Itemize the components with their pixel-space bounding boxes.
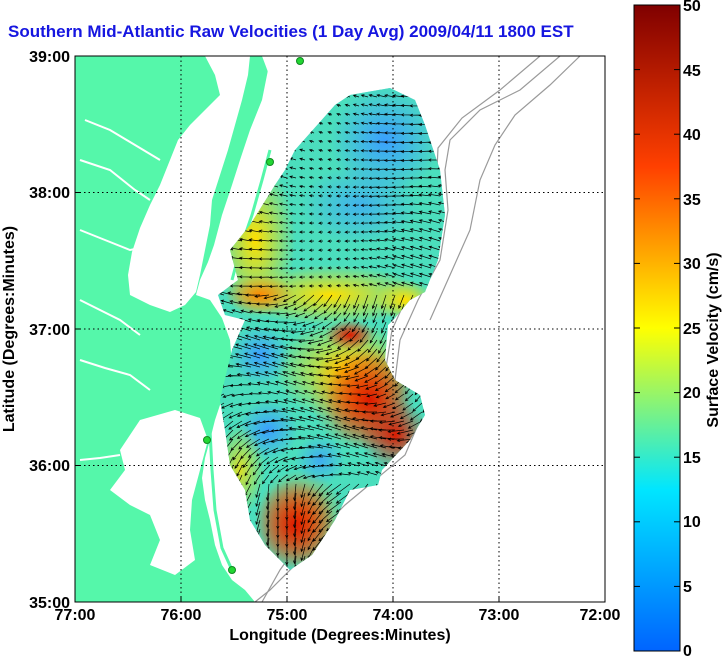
station-marker bbox=[296, 57, 304, 65]
x-tick-label: 76:00 bbox=[161, 607, 202, 624]
chesapeake-bay bbox=[128, 56, 250, 312]
x-tick-label: 72:00 bbox=[580, 607, 621, 624]
colorbar-tick-label: 45 bbox=[683, 63, 701, 80]
grid-lines bbox=[75, 56, 605, 602]
y-tick-label: 36:00 bbox=[29, 458, 70, 475]
colorbar-tick-label: 20 bbox=[683, 385, 701, 402]
colorbar-tick-label: 25 bbox=[683, 321, 701, 338]
colorbar-tick-label: 35 bbox=[683, 192, 701, 209]
colorbar-tick-label: 5 bbox=[683, 579, 692, 596]
x-tick-label: 74:00 bbox=[373, 607, 414, 624]
colorbar bbox=[633, 4, 681, 652]
colorbar-tick-label: 30 bbox=[683, 256, 701, 273]
colorbar-tick-label: 50 bbox=[683, 0, 701, 15]
station-marker bbox=[228, 566, 236, 574]
y-tick-label: 35:00 bbox=[29, 595, 70, 612]
tick-marks bbox=[75, 192, 500, 602]
y-tick-label: 38:00 bbox=[29, 185, 70, 202]
delaware-bay bbox=[262, 56, 290, 85]
y-tick-label: 37:00 bbox=[29, 322, 70, 339]
x-tick-label: 75:00 bbox=[267, 607, 308, 624]
colorbar-tick-labels: 50 45 40 35 30 25 20 15 10 5 0 bbox=[683, 0, 701, 659]
station-markers bbox=[203, 57, 304, 574]
pamlico-sound bbox=[110, 410, 208, 575]
rivers bbox=[79, 119, 161, 461]
y-tick-label: 39:00 bbox=[29, 49, 70, 66]
x-axis-title: Longitude (Degrees:Minutes) bbox=[229, 627, 450, 644]
colorbar-tick-label: 15 bbox=[683, 450, 701, 467]
colorbar-tick-label: 10 bbox=[683, 514, 701, 531]
y-axis-title: Latitude (Degrees:Minutes) bbox=[1, 226, 18, 432]
x-tick-label: 77:00 bbox=[55, 607, 96, 624]
colorbar-tick-label: 0 bbox=[683, 643, 692, 659]
station-marker bbox=[266, 158, 274, 166]
colorbar-tick-marks bbox=[634, 4, 680, 652]
station-marker bbox=[203, 436, 211, 444]
chart-title: Southern Mid-Atlantic Raw Velocities (1 … bbox=[8, 22, 574, 41]
colorbar-tick-label: 40 bbox=[683, 127, 701, 144]
x-tick-label: 73:00 bbox=[479, 607, 520, 624]
colorbar-title: Surface Velocity (cm/s) bbox=[705, 252, 722, 427]
